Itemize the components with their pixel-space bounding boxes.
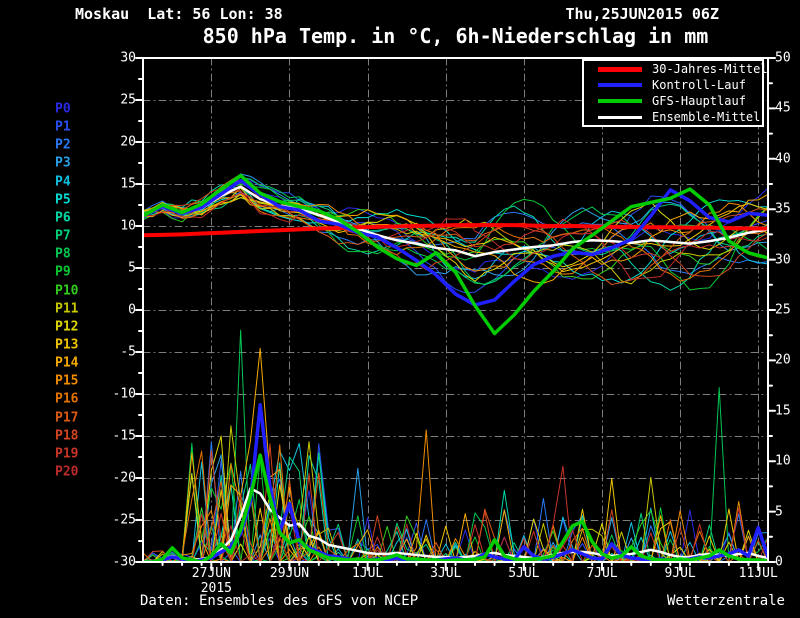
legend-line-sample xyxy=(598,66,642,72)
member-label: P2 xyxy=(55,137,71,153)
y-left-tick-label: -10 xyxy=(112,386,136,402)
y-left-tick-label: -30 xyxy=(112,554,136,570)
y-left-tick-label: 10 xyxy=(120,218,136,234)
y-left-tick-label: 5 xyxy=(128,260,136,276)
legend-entry-label: Kontroll-Lauf xyxy=(652,78,746,92)
member-label: P19 xyxy=(55,446,79,462)
member-label: P10 xyxy=(55,283,79,298)
legend-entry-label: GFS-Hauptlauf xyxy=(652,94,746,108)
legend-line-sample xyxy=(598,115,642,119)
y-right-tick-label: 45 xyxy=(775,100,791,116)
y-left-tick-label: 15 xyxy=(120,176,136,192)
y-right-tick-label: 5 xyxy=(775,504,783,520)
legend-entry: GFS-Hauptlauf xyxy=(584,95,762,107)
y-right-tick-label: 35 xyxy=(775,201,791,217)
y-left-tick-label: -25 xyxy=(112,512,136,528)
member-label: P15 xyxy=(55,373,79,389)
legend-entry-label: Ensemble-Mittel xyxy=(652,110,761,124)
x-tick-label: 7JUL xyxy=(586,566,618,581)
member-label: P17 xyxy=(55,410,79,426)
legend-entry-label: 30-Jahres-Mittel xyxy=(652,62,768,76)
member-label: P9 xyxy=(55,264,71,280)
y-right-tick-label: 20 xyxy=(775,352,791,368)
y-right-tick-label: 30 xyxy=(775,252,791,268)
x-tick-label: 1JUL xyxy=(351,566,384,581)
member-label: P1 xyxy=(55,119,71,135)
data-source-credit: Daten: Ensembles des GFS von NCEP xyxy=(140,593,419,609)
x-tick-label: 3JUL xyxy=(430,566,462,581)
legend-entry: Kontroll-Lauf xyxy=(584,79,762,91)
member-label: P16 xyxy=(55,391,79,407)
member-label: P6 xyxy=(55,210,71,226)
legend-line-sample xyxy=(598,83,642,87)
chart-title: 850 hPa Temp. in °C, 6h-Niederschlag in … xyxy=(202,24,709,48)
legend-box: 30-Jahres-Mittel Kontroll-Lauf GFS-Hauptla… xyxy=(582,59,768,127)
member-label: P7 xyxy=(55,228,71,244)
y-right-tick-label: 10 xyxy=(775,453,791,469)
x-tick-label: 27JUN xyxy=(191,566,231,581)
y-left-tick-label: 30 xyxy=(120,50,136,66)
y-left-tick-label: -5 xyxy=(120,344,136,360)
member-label: P20 xyxy=(55,464,79,480)
y-left-tick-label: 20 xyxy=(120,134,136,150)
member-label: P8 xyxy=(55,246,71,262)
run-datetime: Thu,25JUN2015 06Z xyxy=(565,5,719,23)
x-axis-year-label: 2015 xyxy=(200,581,233,596)
member-label: P3 xyxy=(55,155,71,171)
member-label: P11 xyxy=(55,301,79,317)
member-label: P0 xyxy=(55,101,71,117)
x-tick-label: 9JUL xyxy=(664,566,696,581)
x-tick-label: 29JUN xyxy=(269,566,310,581)
y-right-tick-label: 15 xyxy=(775,403,791,419)
member-label: P5 xyxy=(55,192,71,208)
member-label: P4 xyxy=(55,174,71,190)
y-left-tick-label: 0 xyxy=(128,302,136,318)
y-left-tick-label: -15 xyxy=(112,428,136,444)
y-right-tick-label: 50 xyxy=(775,50,791,66)
y-left-tick-label: 25 xyxy=(120,92,136,108)
station-header: Moskau Lat: 56 Lon: 38 xyxy=(75,5,283,23)
y-right-tick-label: 25 xyxy=(775,302,791,318)
member-label: P18 xyxy=(55,428,79,444)
y-left-tick-label: -20 xyxy=(112,470,136,486)
brand-name: Wetterzentrale xyxy=(666,593,785,609)
legend-line-sample xyxy=(598,99,642,103)
x-tick-label: 11JUL xyxy=(738,566,778,581)
legend-entry: Ensemble-Mittel xyxy=(584,111,762,123)
x-tick-label: 5JUL xyxy=(508,566,540,581)
member-label: P14 xyxy=(55,355,79,371)
member-label: P13 xyxy=(55,337,79,353)
legend-entry: 30-Jahres-Mittel xyxy=(584,63,768,75)
y-right-tick-label: 0 xyxy=(775,554,783,570)
member-label: P12 xyxy=(55,319,79,335)
y-right-tick-label: 40 xyxy=(775,151,791,167)
